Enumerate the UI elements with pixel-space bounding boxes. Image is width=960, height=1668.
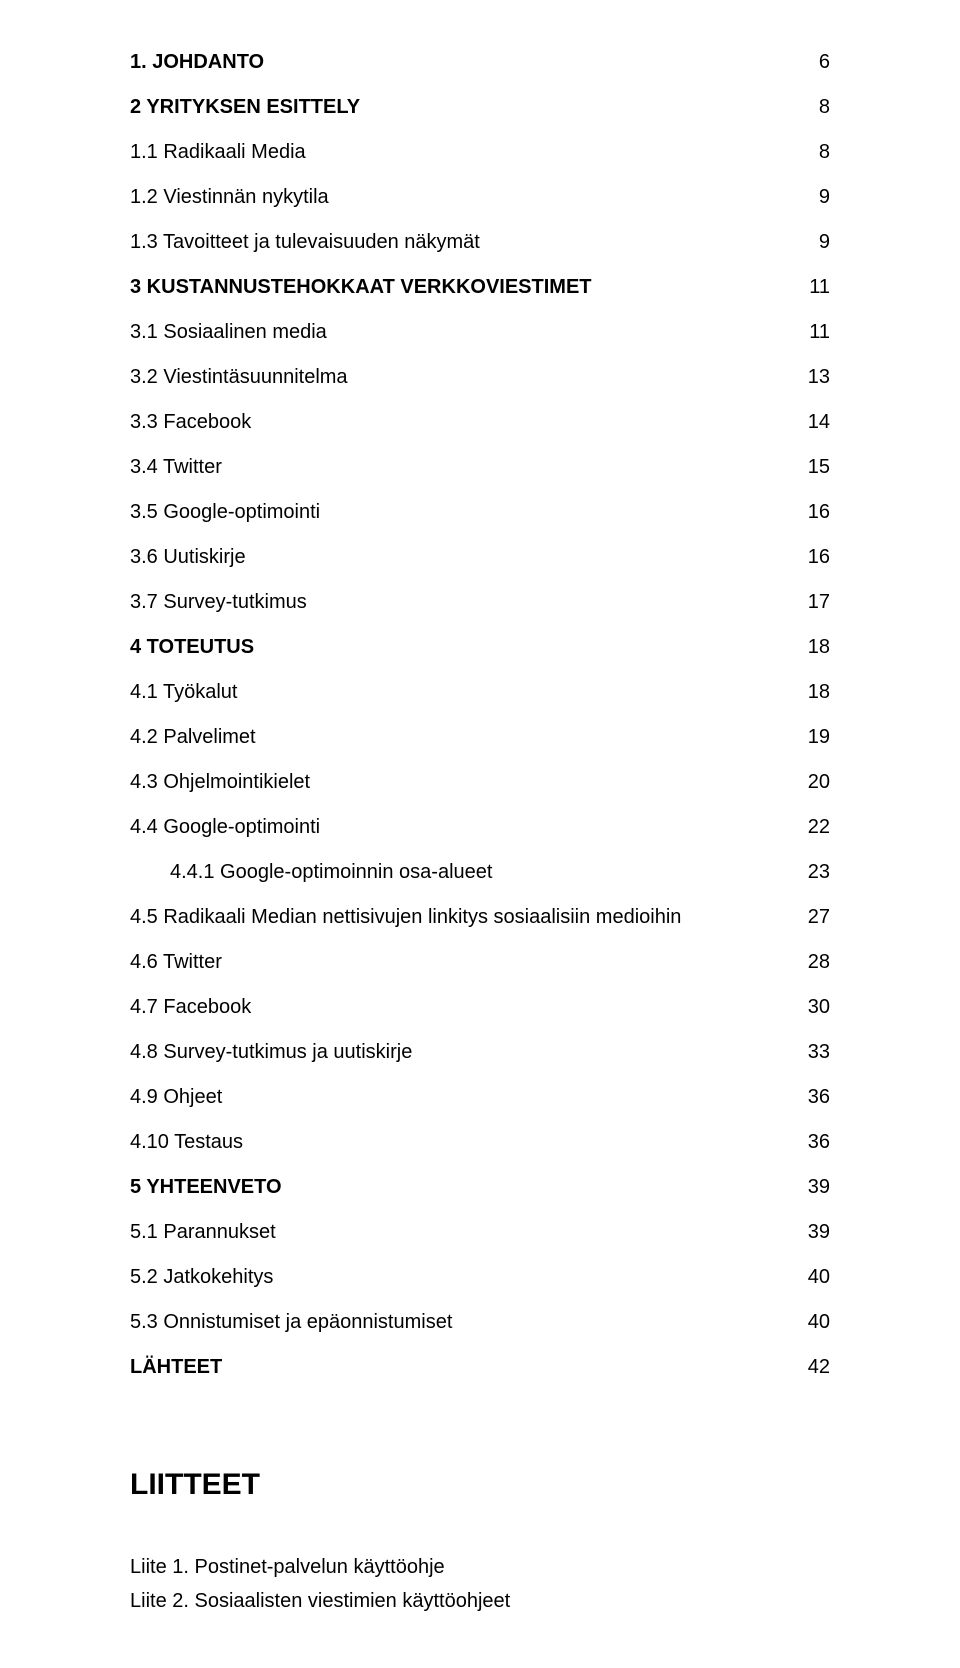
toc-label: 4.5 Radikaali Median nettisivujen linkit… [130, 903, 681, 932]
toc-page-number: 23 [800, 858, 830, 887]
toc-label: 4.10 Testaus [130, 1128, 243, 1157]
toc-label: 3.2 Viestintäsuunnitelma [130, 363, 348, 392]
toc-page-number: 18 [800, 678, 830, 707]
toc-row: 5.1 Parannukset 39 [130, 1218, 830, 1247]
toc-page-number: 9 [800, 228, 830, 257]
toc-row: 4.3 Ohjelmointikielet 20 [130, 768, 830, 797]
toc-row: 1.3 Tavoitteet ja tulevaisuuden näkymät 9 [130, 228, 830, 257]
toc-row: 4.9 Ohjeet 36 [130, 1083, 830, 1112]
toc-label: 4.6 Twitter [130, 948, 222, 977]
toc-page-number: 36 [800, 1083, 830, 1112]
toc-row: 5.2 Jatkokehitys 40 [130, 1263, 830, 1292]
toc-row: 5.3 Onnistumiset ja epäonnistumiset 40 [130, 1308, 830, 1337]
toc-row: LÄHTEET 42 [130, 1353, 830, 1382]
toc-label: 2 YRITYKSEN ESITTELY [130, 93, 360, 122]
toc-page-number: 19 [800, 723, 830, 752]
toc-label: 1.2 Viestinnän nykytila [130, 183, 329, 212]
toc-row: 4.8 Survey-tutkimus ja uutiskirje 33 [130, 1038, 830, 1067]
toc-page-number: 14 [800, 408, 830, 437]
toc-page-number: 18 [800, 633, 830, 662]
toc-row: 4.4.1 Google-optimoinnin osa-alueet 23 [130, 858, 830, 887]
toc-row: 4.6 Twitter 28 [130, 948, 830, 977]
toc-row: 3.4 Twitter 15 [130, 453, 830, 482]
toc-label: 1. JOHDANTO [130, 48, 264, 77]
toc-label: 3 KUSTANNUSTEHOKKAAT VERKKOVIESTIMET [130, 273, 592, 302]
toc-label: 5.2 Jatkokehitys [130, 1263, 273, 1292]
toc-page-number: 40 [800, 1308, 830, 1337]
toc-page-number: 16 [800, 498, 830, 527]
toc-row: 2 YRITYKSEN ESITTELY 8 [130, 93, 830, 122]
toc-label: 3.6 Uutiskirje [130, 543, 246, 572]
toc-label: 4.7 Facebook [130, 993, 251, 1022]
toc-row: 4.4 Google-optimointi 22 [130, 813, 830, 842]
toc-label: 4.8 Survey-tutkimus ja uutiskirje [130, 1038, 412, 1067]
toc-label: 5.3 Onnistumiset ja epäonnistumiset [130, 1308, 452, 1337]
toc-row: 1.1 Radikaali Media 8 [130, 138, 830, 167]
toc-page-number: 8 [800, 138, 830, 167]
toc-label: 3.7 Survey-tutkimus [130, 588, 307, 617]
toc-page-number: 40 [800, 1263, 830, 1292]
toc-page-number: 36 [800, 1128, 830, 1157]
toc-page-number: 22 [800, 813, 830, 842]
toc-row: 3.3 Facebook 14 [130, 408, 830, 437]
toc-page-number: 6 [800, 48, 830, 77]
toc-page-number: 9 [800, 183, 830, 212]
toc-page-number: 42 [800, 1353, 830, 1382]
toc-row: 3.1 Sosiaalinen media 11 [130, 318, 830, 347]
toc-page-number: 8 [800, 93, 830, 122]
toc-label: 3.1 Sosiaalinen media [130, 318, 327, 347]
toc-label: 4.4.1 Google-optimoinnin osa-alueet [130, 858, 492, 887]
toc-row: 3 KUSTANNUSTEHOKKAAT VERKKOVIESTIMET 11 [130, 273, 830, 302]
toc-page-number: 17 [800, 588, 830, 617]
toc-page-number: 30 [800, 993, 830, 1022]
toc-label: 1.1 Radikaali Media [130, 138, 306, 167]
toc-label: 4.2 Palvelimet [130, 723, 256, 752]
toc-label: 4.3 Ohjelmointikielet [130, 768, 310, 797]
toc-page-number: 20 [800, 768, 830, 797]
toc-label: 4 TOTEUTUS [130, 633, 254, 662]
toc-label: 1.3 Tavoitteet ja tulevaisuuden näkymät [130, 228, 480, 257]
section-gap [130, 1398, 830, 1468]
toc-page-number: 27 [800, 903, 830, 932]
toc-page-number: 15 [800, 453, 830, 482]
toc-row: 4.7 Facebook 30 [130, 993, 830, 1022]
toc-row: 1.2 Viestinnän nykytila 9 [130, 183, 830, 212]
toc-label: 3.4 Twitter [130, 453, 222, 482]
page: 1. JOHDANTO62 YRITYKSEN ESITTELY81.1 Rad… [0, 0, 960, 1668]
toc-row: 3.7 Survey-tutkimus 17 [130, 588, 830, 617]
toc-page-number: 11 [800, 273, 830, 302]
toc-label: 5 YHTEENVETO [130, 1173, 282, 1202]
toc-page-number: 28 [800, 948, 830, 977]
toc-row: 4.5 Radikaali Median nettisivujen linkit… [130, 903, 830, 932]
toc-row: 3.5 Google-optimointi 16 [130, 498, 830, 527]
toc-label: 4.1 Työkalut [130, 678, 237, 707]
table-of-contents: 1. JOHDANTO62 YRITYKSEN ESITTELY81.1 Rad… [130, 48, 830, 1382]
toc-page-number: 11 [800, 318, 830, 347]
toc-label: 4.9 Ohjeet [130, 1083, 222, 1112]
appendix-item: Liite 1. Postinet-palvelun käyttöohje [130, 1552, 830, 1582]
toc-row: 4 TOTEUTUS 18 [130, 633, 830, 662]
toc-label: LÄHTEET [130, 1353, 222, 1382]
toc-page-number: 16 [800, 543, 830, 572]
toc-label: 3.5 Google-optimointi [130, 498, 320, 527]
toc-row: 4.10 Testaus 36 [130, 1128, 830, 1157]
toc-page-number: 39 [800, 1218, 830, 1247]
toc-row: 4.1 Työkalut 18 [130, 678, 830, 707]
toc-page-number: 33 [800, 1038, 830, 1067]
toc-row: 1. JOHDANTO 6 [130, 48, 830, 77]
toc-label: 3.3 Facebook [130, 408, 251, 437]
toc-row: 3.2 Viestintäsuunnitelma 13 [130, 363, 830, 392]
appendices-title: LIITTEET [130, 1468, 830, 1502]
toc-label: 5.1 Parannukset [130, 1218, 276, 1247]
toc-row: 3.6 Uutiskirje 16 [130, 543, 830, 572]
toc-label: 4.4 Google-optimointi [130, 813, 320, 842]
toc-row: 5 YHTEENVETO 39 [130, 1173, 830, 1202]
toc-page-number: 13 [800, 363, 830, 392]
toc-page-number: 39 [800, 1173, 830, 1202]
toc-row: 4.2 Palvelimet 19 [130, 723, 830, 752]
appendix-item: Liite 2. Sosiaalisten viestimien käyttöo… [130, 1586, 830, 1616]
